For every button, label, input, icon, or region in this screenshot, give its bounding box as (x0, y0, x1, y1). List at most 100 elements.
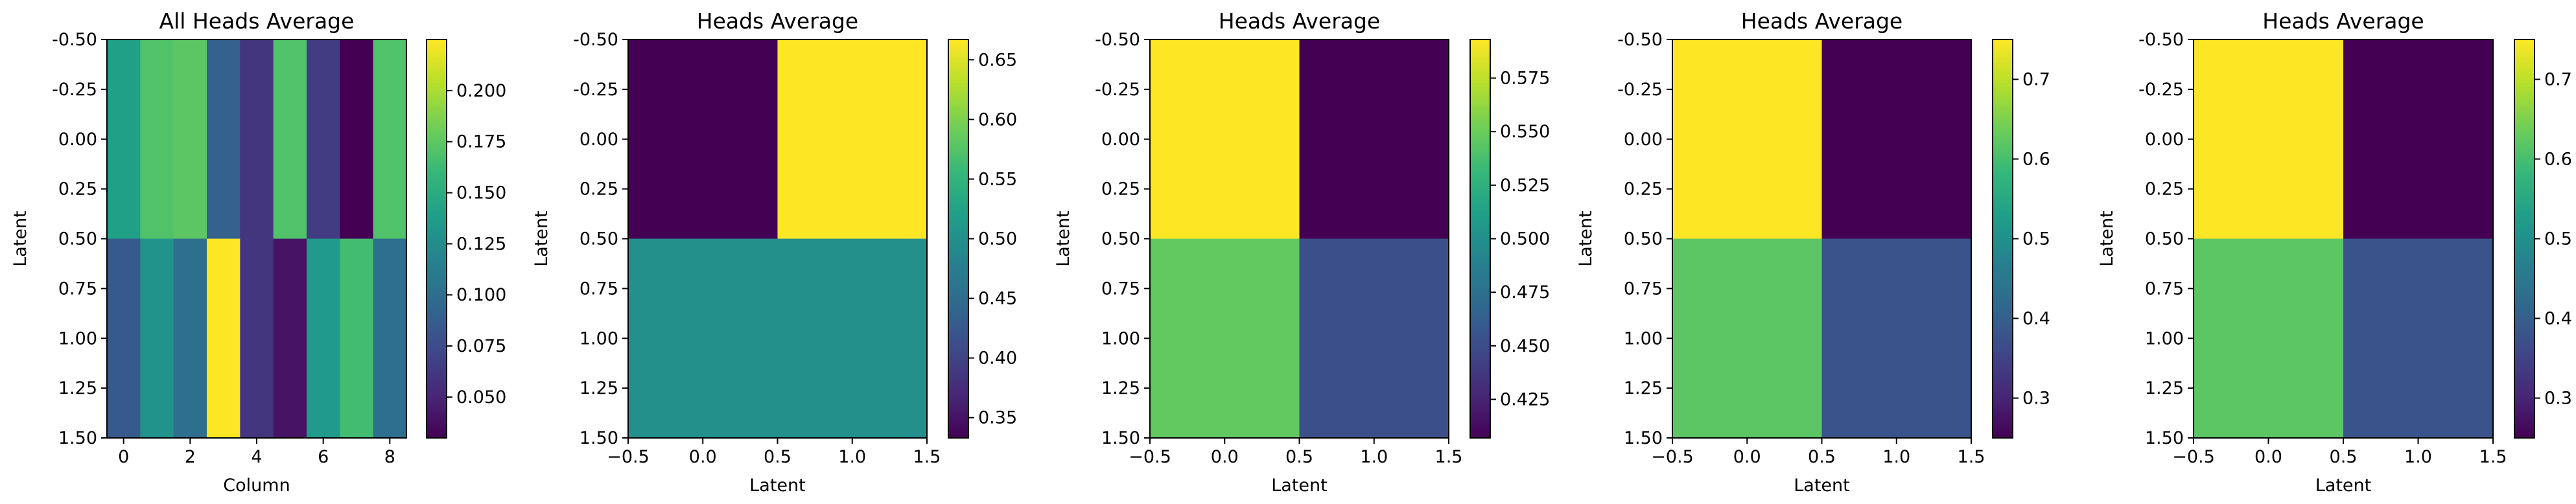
colorbar-segment (2514, 115, 2535, 120)
colorbar-segment (2514, 69, 2535, 74)
colorbar-segment (427, 135, 447, 140)
y-tick-label: 1.00 (580, 328, 618, 349)
colorbar-segment (948, 318, 968, 323)
colorbar-segment (2514, 285, 2535, 290)
colorbar-segment (427, 391, 447, 396)
colorbar-segment (1470, 139, 1490, 143)
colorbar-segment (427, 388, 447, 393)
colorbar-segment (1470, 308, 1490, 313)
colorbar-segment (1993, 348, 2013, 352)
colorbar-segment (948, 265, 968, 269)
colorbar-segment (427, 288, 447, 293)
colorbar-segment (2514, 242, 2535, 246)
colorbar-segment (427, 69, 447, 74)
colorbar-segment (1470, 325, 1490, 329)
colorbar: 0.425 0.450 0.475 0.500 0.525 0.550 0.575 (1469, 39, 1550, 439)
colorbar-segment (2514, 282, 2535, 286)
colorbar-segment (948, 285, 968, 290)
colorbar-segment (1993, 215, 2013, 220)
colorbar-segment (1993, 66, 2013, 70)
colorbar-segment (1470, 225, 1490, 229)
colorbar-segment (2514, 195, 2535, 200)
colorbar-segment (948, 106, 968, 110)
colorbar-segment (948, 295, 968, 299)
colorbar-segment (427, 404, 447, 409)
colorbar-segment (948, 102, 968, 107)
colorbar-segment (1470, 418, 1490, 422)
y-tick-label: -0.25 (1095, 80, 1140, 100)
colorbar-segment (1470, 142, 1490, 146)
colorbar-segment (1993, 46, 2013, 51)
colorbar-segment (1993, 255, 2013, 260)
colorbar-segment (1470, 122, 1490, 127)
colorbar-segment (1470, 424, 1490, 429)
colorbar-tick-label: 0.55 (978, 169, 1017, 189)
colorbar-segment (1470, 351, 1490, 356)
x-tick-label: 1.0 (1882, 447, 1910, 467)
x-tick-label: 0.0 (689, 447, 717, 467)
colorbar-segment (1993, 146, 2013, 150)
colorbar-segment (948, 341, 968, 346)
colorbar-segment (427, 305, 447, 309)
colorbar-frame (426, 39, 447, 439)
colorbar-segment (2514, 162, 2535, 166)
colorbar-segment (427, 182, 447, 187)
colorbar-segment (2514, 358, 2535, 362)
colorbar-tick-label: 0.6 (2544, 150, 2572, 170)
colorbar-segment (948, 79, 968, 84)
colorbar-segment (1470, 52, 1490, 57)
colorbar-segment (2514, 404, 2535, 409)
colorbar-tick-label: 0.6 (2022, 150, 2050, 170)
colorbar-segment (2514, 328, 2535, 332)
colorbar-segment (427, 142, 447, 146)
colorbar-segment (948, 335, 968, 339)
colorbar-segment (1470, 40, 1490, 43)
colorbar-segment (1470, 255, 1490, 260)
colorbar-segment (948, 189, 968, 193)
colorbar-segment (427, 275, 447, 279)
colorbar-segment (1993, 59, 2013, 63)
colorbar-segment (948, 378, 968, 382)
colorbar-segment (1993, 76, 2013, 80)
colorbar-segment (1470, 43, 1490, 47)
colorbar-tick-label: 0.5 (2544, 229, 2572, 249)
colorbar-segment (427, 325, 447, 329)
y-tick-label: 0.50 (2145, 229, 2184, 249)
colorbar-segment (2514, 182, 2535, 187)
x-tick-label: −0.5 (1129, 447, 1171, 467)
colorbar-segment (1993, 318, 2013, 323)
colorbar-segment (1470, 332, 1490, 336)
colorbar-segment (2514, 119, 2535, 123)
heatmap-panel-2: Heads Average -0.50 -0.25 0.00 0.25 0.50 0.75 1… (532, 8, 1017, 496)
colorbar-segment (948, 73, 968, 77)
colorbar-segment (948, 292, 968, 296)
x-axis-label: Latent (749, 475, 805, 496)
colorbar-segment (427, 122, 447, 127)
colorbar-segment (1470, 298, 1490, 303)
colorbar-segment (427, 209, 447, 213)
colorbar-segment (948, 172, 968, 176)
colorbar-segment (1993, 308, 2013, 313)
colorbar-segment (1993, 56, 2013, 60)
colorbar-segment (1993, 411, 2013, 415)
colorbar-segment (948, 122, 968, 127)
colorbar-segment (2514, 368, 2535, 372)
colorbar-segment (1993, 434, 2013, 439)
colorbar-segment (427, 335, 447, 339)
colorbar-segment (2514, 218, 2535, 223)
colorbar-segment (1993, 328, 2013, 332)
colorbar-segment (948, 59, 968, 63)
colorbar-segment (1470, 407, 1490, 412)
colorbar-segment (1993, 321, 2013, 326)
y-tick-label: 0.50 (58, 229, 97, 249)
colorbar-segment (1993, 49, 2013, 54)
colorbar-segment (427, 49, 447, 54)
y-tick-label: -0.50 (52, 30, 97, 50)
colorbar-segment (2514, 271, 2535, 276)
colorbar-segment (427, 225, 447, 229)
colorbar-segment (948, 288, 968, 293)
colorbar-segment (427, 242, 447, 246)
colorbar-segment (1470, 162, 1490, 166)
colorbar-segment (427, 176, 447, 180)
colorbar-segment (948, 89, 968, 93)
